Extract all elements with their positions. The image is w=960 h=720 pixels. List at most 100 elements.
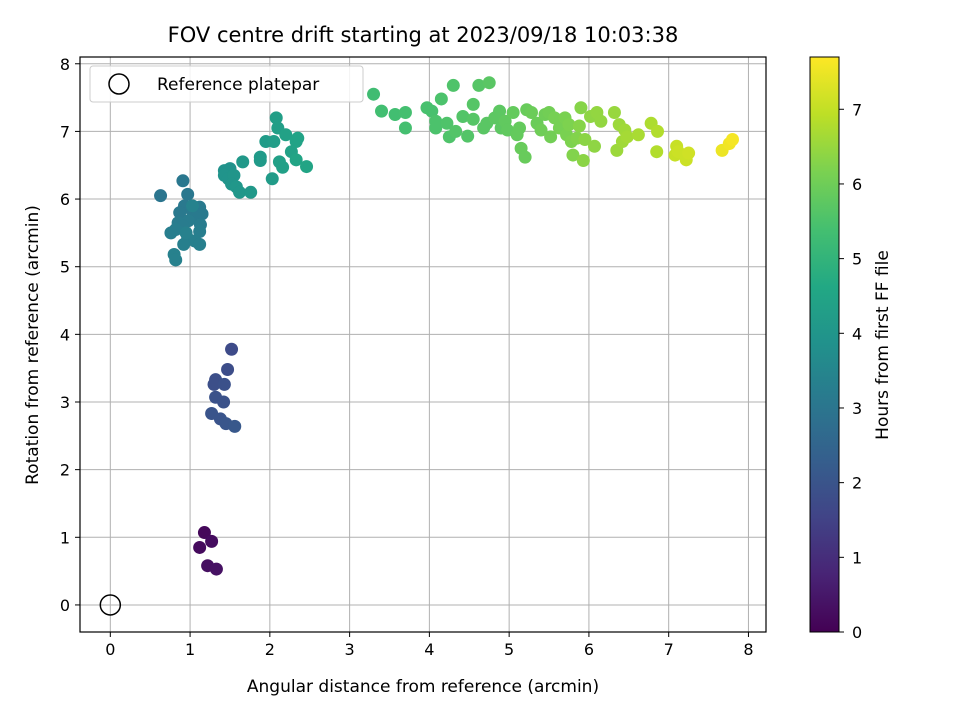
scatter-point [267,135,281,149]
scatter-point [233,185,247,199]
y-tick-label: 8 [60,55,70,74]
colorbar-tick-label: 3 [852,399,862,418]
scatter-point [425,104,439,118]
scatter-points [154,76,739,576]
scatter-point [607,105,621,119]
y-tick-label: 1 [60,528,70,547]
scatter-point [193,540,207,554]
x-tick-label: 2 [265,640,275,659]
y-axis-ticks: 0 1 2 3 4 5 6 7 8 [60,55,80,615]
x-tick-label: 8 [743,640,753,659]
scatter-point [169,253,183,267]
y-tick-label: 3 [60,393,70,412]
y-tick-label: 0 [60,596,70,615]
scatter-point [518,150,532,164]
scatter-point [269,111,283,125]
scatter-point [472,78,486,92]
scatter-point [631,128,645,142]
scatter-point [375,104,389,118]
x-tick-label: 4 [424,640,434,659]
scatter-point [209,562,223,576]
legend: Reference platepar [89,65,364,103]
x-axis-label: Angular distance from reference (arcmin) [247,677,599,697]
scatter-point [181,187,195,201]
legend-marker [108,73,130,95]
scatter-point [236,155,250,169]
scatter-point [185,199,199,213]
colorbar-tick-label: 4 [852,324,862,343]
y-tick-label: 5 [60,258,70,277]
scatter-point [217,395,231,409]
scatter-point [197,526,211,540]
scatter-point [482,76,496,90]
scatter-point [205,534,219,548]
x-tick-label: 5 [504,640,514,659]
x-tick-label: 6 [584,640,594,659]
grid [80,57,766,632]
scatter-point [244,185,258,199]
scatter-point [466,97,480,111]
scatter-point [221,363,235,377]
colorbar-tick-label: 6 [852,175,862,194]
scatter-point [566,148,580,162]
scatter-point [446,78,460,92]
scatter-point [456,110,470,124]
colorbar-ticks: 0 1 2 3 4 5 6 7 [839,100,862,642]
legend-label: Reference platepar [157,75,319,95]
scatter-point [388,108,402,121]
scatter-point [398,105,412,119]
scatter-point [434,92,448,106]
reference-marker [99,594,122,616]
scatter-point [429,121,443,135]
scatter-point [572,119,586,133]
scatter-point [548,111,562,125]
y-tick-label: 6 [60,190,70,209]
scatter-point [574,101,588,115]
scatter-point [544,130,558,144]
colorbar-tick-label: 0 [852,623,862,642]
scatter-point [594,114,608,128]
scatter-point [651,124,665,138]
colorbar-tick-label: 1 [852,548,862,567]
x-axis-ticks: 0 1 2 3 4 5 6 7 8 [105,632,754,659]
colorbar-tick-label: 5 [852,250,862,269]
y-tick-label: 7 [60,122,70,141]
scatter-point [276,160,290,174]
scatter-point [682,146,696,160]
scatter-point [534,123,548,137]
scatter-point [513,121,527,135]
colorbar-label: Hours from first FF file [873,250,893,440]
scatter-point [578,133,592,147]
scatter-point [164,226,178,240]
scatter-point [291,131,305,145]
scatter-point [253,154,267,167]
y-tick-label: 4 [60,325,70,344]
scatter-point [225,342,239,356]
scatter-point [176,174,190,188]
y-axis-label: Rotation from reference (arcmin) [23,205,43,485]
scatter-point [671,145,685,159]
scatter-point [588,139,601,153]
scatter-point [228,419,242,433]
scatter-point [466,112,480,126]
scatter-point [217,377,231,391]
scatter-point [562,118,576,132]
scatter-point [279,128,293,142]
scatter-point [154,189,168,203]
scatter-point [620,130,634,144]
scatter-point [289,153,303,167]
plot-area-frame [79,56,767,633]
x-tick-label: 7 [664,640,674,659]
scatter-point [173,206,187,220]
scatter-point [179,226,193,240]
scatter-point [265,172,279,186]
scatter-point [177,237,191,251]
scatter-point [440,116,454,130]
scatter-point [207,377,221,391]
scatter-point [300,160,314,174]
scatter-point [449,124,463,138]
scatter-point [367,87,381,101]
legend-box [89,65,364,103]
